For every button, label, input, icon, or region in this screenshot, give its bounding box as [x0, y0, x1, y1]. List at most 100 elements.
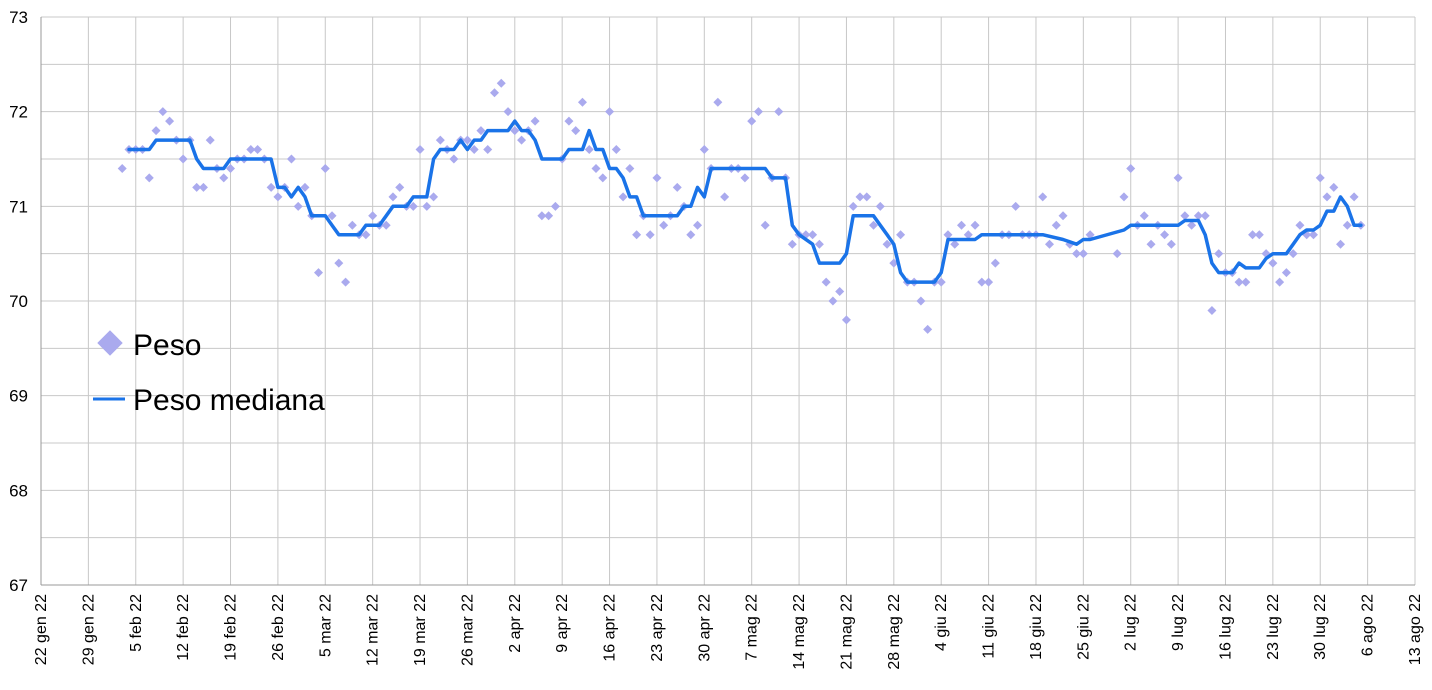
peso-point — [699, 145, 709, 155]
peso-point — [686, 230, 696, 240]
peso-mediana-line-group — [127, 119, 1363, 284]
peso-point — [882, 239, 892, 249]
y-tick-label: 72 — [9, 103, 28, 122]
x-tick-label: 2 lug 22 — [1123, 594, 1140, 651]
peso-point — [469, 145, 479, 155]
peso-point — [970, 220, 980, 230]
peso-point — [848, 201, 858, 211]
y-tick-label: 73 — [9, 8, 28, 27]
peso-point — [943, 230, 953, 240]
peso-point — [1072, 249, 1082, 259]
x-tick-label: 18 giu 22 — [1028, 594, 1045, 660]
peso-point — [672, 182, 682, 192]
y-tick-label: 69 — [9, 387, 28, 406]
peso-point — [1085, 230, 1095, 240]
peso-point — [855, 192, 865, 202]
peso-point — [774, 107, 784, 117]
x-tick-label: 26 feb 22 — [270, 594, 287, 661]
peso-point — [1315, 173, 1325, 183]
peso-point — [1038, 192, 1048, 202]
peso-point — [1058, 211, 1068, 221]
peso-point — [1241, 277, 1251, 287]
peso-point — [327, 211, 337, 221]
x-tick-label: 30 lug 22 — [1312, 594, 1329, 660]
legend-peso-label: Peso — [133, 329, 201, 362]
peso-point — [1295, 220, 1305, 230]
x-tick-label: 6 ago 22 — [1360, 594, 1377, 656]
peso-point — [165, 116, 175, 126]
peso-point — [1248, 230, 1258, 240]
legend: Peso Peso mediana — [93, 329, 325, 417]
x-tick-label: 25 giu 22 — [1075, 594, 1092, 660]
y-tick-label: 71 — [9, 197, 28, 216]
peso-point — [1281, 268, 1291, 278]
peso-point — [652, 173, 662, 183]
peso-point — [618, 192, 628, 202]
x-tick-label: 23 apr 22 — [649, 594, 666, 662]
peso-point — [1051, 220, 1061, 230]
peso-point — [835, 287, 845, 297]
peso-point — [611, 145, 621, 155]
peso-point — [808, 230, 818, 240]
peso-point — [266, 182, 276, 192]
peso-point — [415, 145, 425, 155]
peso-point — [632, 230, 642, 240]
peso-point — [645, 230, 655, 240]
x-tick-label: 12 mar 22 — [365, 594, 382, 666]
peso-point — [923, 324, 933, 334]
peso-point — [144, 173, 154, 183]
peso-point — [916, 296, 926, 306]
peso-point — [435, 135, 445, 145]
peso-point — [821, 277, 831, 287]
x-tick-label: 9 lug 22 — [1170, 594, 1187, 651]
peso-point — [1139, 211, 1149, 221]
peso-point — [530, 116, 540, 126]
peso-point — [253, 145, 263, 155]
x-tick-label: 4 giu 22 — [933, 594, 950, 651]
x-tick-label: 26 mar 22 — [459, 594, 476, 666]
peso-point — [361, 230, 371, 240]
peso-point — [1173, 173, 1183, 183]
y-tick-label: 68 — [9, 481, 28, 500]
x-tick-label: 14 mag 22 — [791, 594, 808, 670]
x-tick-label: 11 giu 22 — [981, 594, 998, 659]
y-tick-label: 70 — [9, 292, 28, 311]
peso-point — [740, 173, 750, 183]
peso-point — [1207, 305, 1217, 315]
peso-point — [462, 135, 472, 145]
peso-point — [1193, 211, 1203, 221]
peso-point — [957, 220, 967, 230]
x-tick-label: 9 apr 22 — [554, 594, 571, 653]
peso-point — [286, 154, 296, 164]
peso-point — [1288, 249, 1298, 259]
peso-point — [449, 154, 459, 164]
peso-point — [381, 220, 391, 230]
peso-point — [300, 182, 310, 192]
peso-point — [760, 220, 770, 230]
x-tick-label: 22 gen 22 — [33, 594, 50, 665]
peso-point — [219, 173, 229, 183]
peso-point — [950, 239, 960, 249]
peso-point — [429, 192, 439, 202]
x-tick-label: 16 apr 22 — [602, 594, 619, 662]
legend-peso-marker — [97, 330, 123, 356]
peso-point — [990, 258, 1000, 268]
peso-point — [862, 192, 872, 202]
peso-point — [273, 192, 283, 202]
peso-point — [571, 126, 581, 136]
peso-point — [1349, 192, 1359, 202]
x-tick-labels: 22 gen 22 29 gen 22 5 feb 22 12 feb 22 19 fe… — [33, 594, 1424, 670]
peso-point — [544, 211, 554, 221]
peso-point — [1045, 239, 1055, 249]
x-tick-label: 2 apr 22 — [507, 594, 524, 653]
peso-mediana-line — [127, 119, 1363, 284]
peso-point — [192, 182, 202, 192]
peso-point — [828, 296, 838, 306]
peso-point — [496, 78, 506, 88]
peso-point — [896, 230, 906, 240]
peso-point — [178, 154, 188, 164]
peso-point — [489, 88, 499, 98]
peso-point — [1078, 249, 1088, 259]
